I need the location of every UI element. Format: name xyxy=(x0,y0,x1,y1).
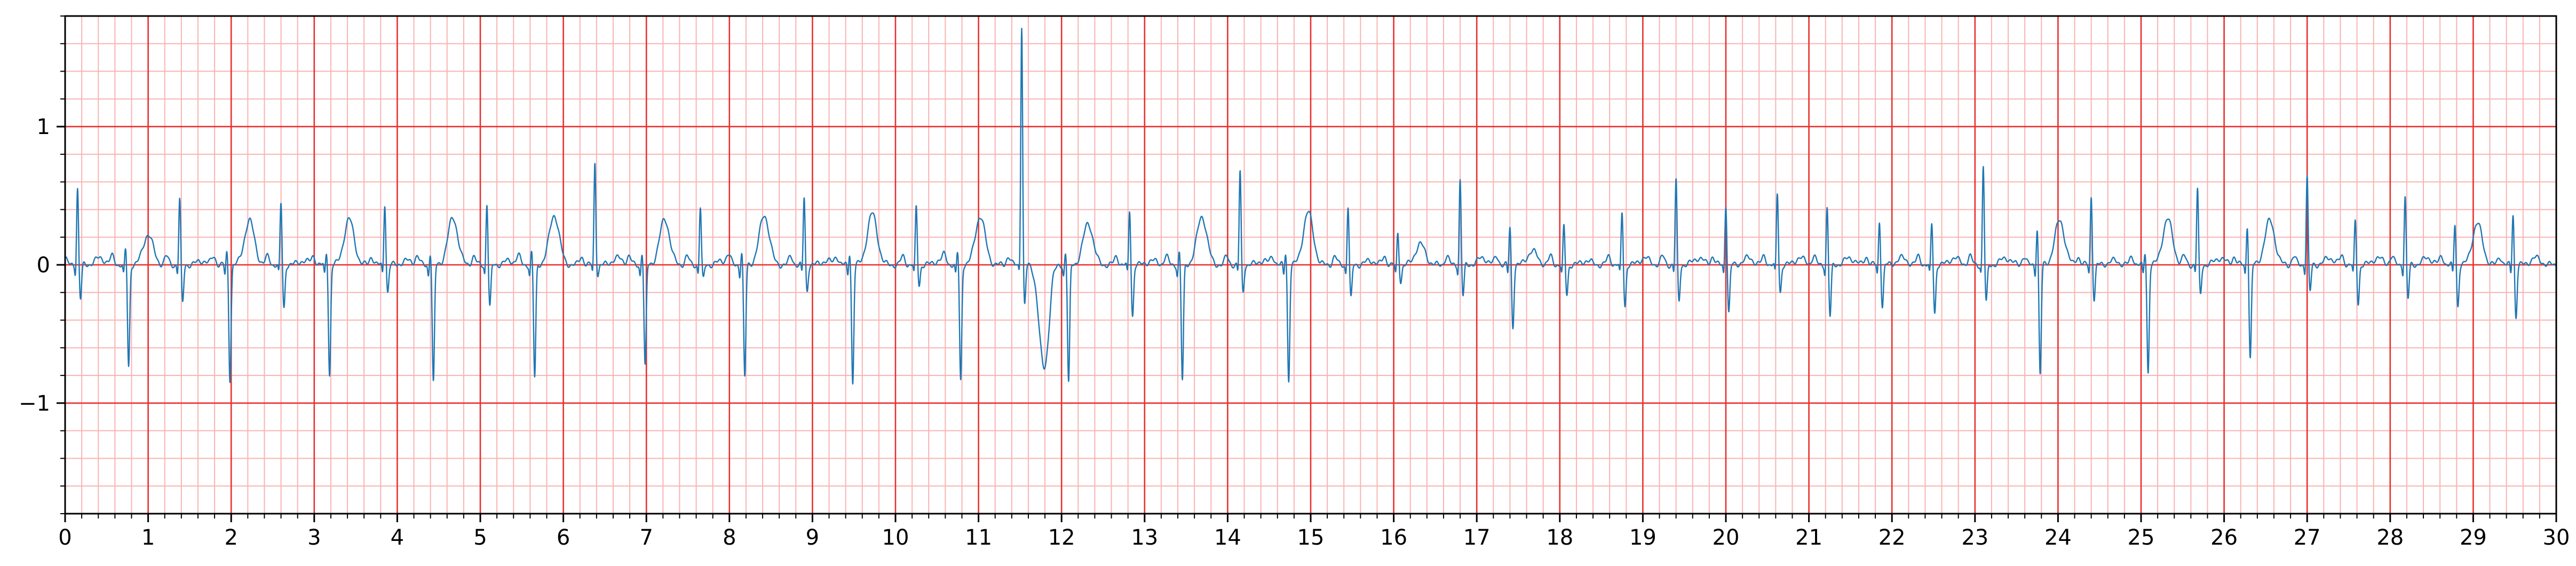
x-tick-label: 5 xyxy=(473,525,487,550)
x-tick-label: 14 xyxy=(1214,525,1241,550)
series-layer xyxy=(65,28,2557,385)
y-tick-label: 1 xyxy=(37,115,50,139)
x-tick-label: 22 xyxy=(1879,525,1906,550)
x-axis: 0 1 2 3 4 5 6 7 8 9 10 11 12 13 14 15 16 17 18 19 20 21 22 23 24… xyxy=(58,514,2570,550)
x-tick-label: 1 xyxy=(141,525,155,550)
x-tick-label: 25 xyxy=(2128,525,2155,550)
x-tick-label: 29 xyxy=(2460,525,2487,550)
x-tick-label: 24 xyxy=(2044,525,2072,550)
y-tick-label: −1 xyxy=(19,391,50,416)
x-tick-label: 19 xyxy=(1629,525,1656,550)
y-axis: −1 0 1 xyxy=(19,15,65,514)
y-tick-label: 0 xyxy=(37,253,50,278)
x-tick-label: 2 xyxy=(224,525,237,550)
x-tick-label: 30 xyxy=(2543,525,2570,550)
x-tick-label: 15 xyxy=(1297,525,1325,550)
x-tick-label: 9 xyxy=(806,525,819,550)
x-tick-label: 10 xyxy=(882,525,909,550)
x-tick-label: 16 xyxy=(1380,525,1407,550)
x-tick-label: 7 xyxy=(639,525,653,550)
ecg-trace-line xyxy=(65,28,2557,385)
x-tick-label: 6 xyxy=(557,525,570,550)
x-tick-label: 8 xyxy=(723,525,736,550)
x-tick-label: 13 xyxy=(1131,525,1158,550)
x-tick-label: 18 xyxy=(1546,525,1573,550)
x-tick-label: 27 xyxy=(2294,525,2321,550)
x-tick-label: 12 xyxy=(1048,525,1075,550)
x-tick-label: 11 xyxy=(965,525,992,550)
x-tick-label: 20 xyxy=(1713,525,1740,550)
x-tick-label: 3 xyxy=(307,525,321,550)
x-tick-label: 28 xyxy=(2376,525,2404,550)
x-tick-label: 26 xyxy=(2210,525,2238,550)
x-tick-label: 21 xyxy=(1795,525,1822,550)
x-tick-label: 23 xyxy=(1961,525,1988,550)
x-tick-label: 4 xyxy=(391,525,404,550)
x-tick-label: 17 xyxy=(1463,525,1491,550)
x-tick-label: 0 xyxy=(58,525,72,550)
